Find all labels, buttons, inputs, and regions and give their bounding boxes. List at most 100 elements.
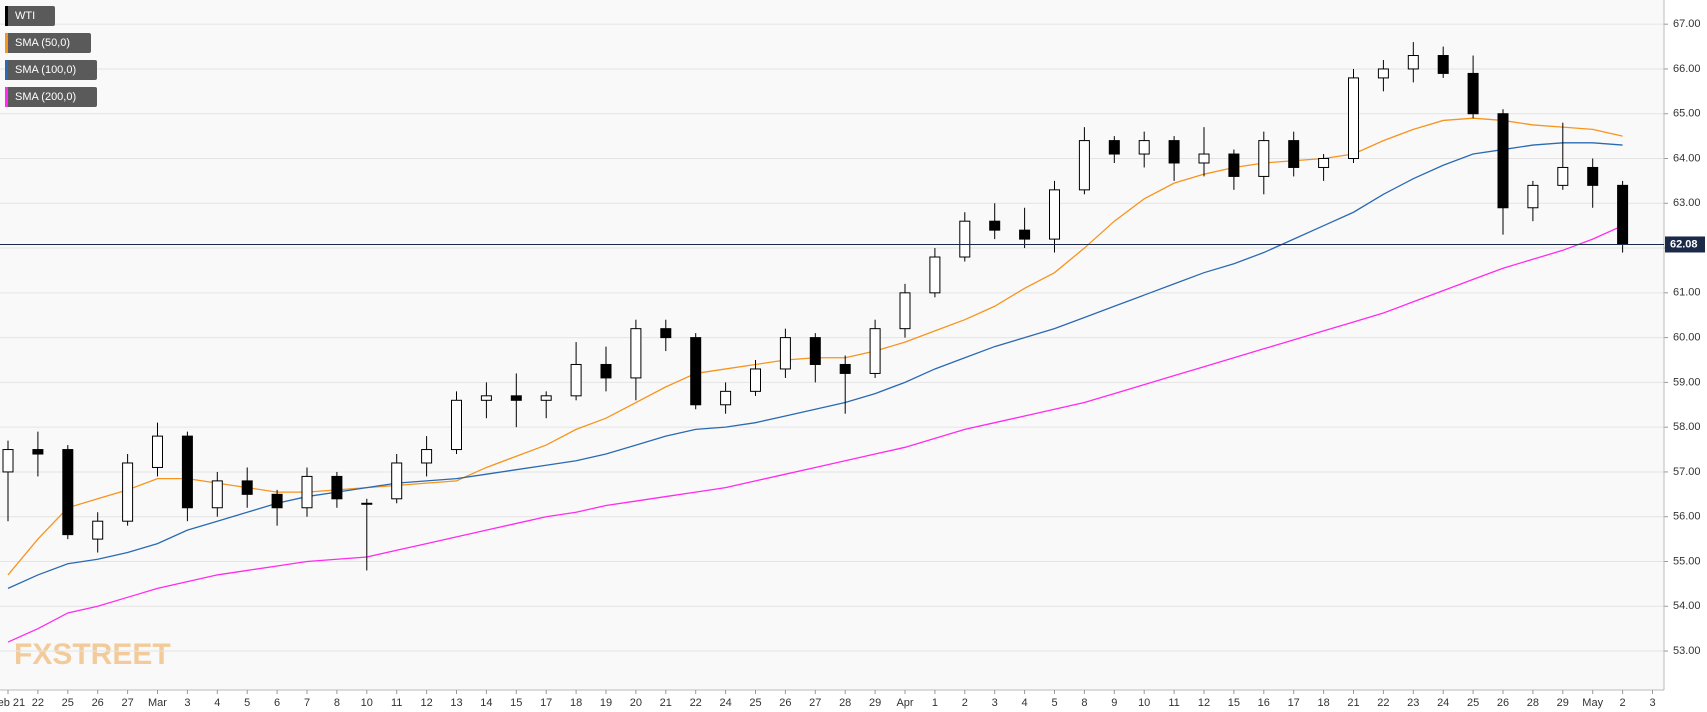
- x-tick-label: 18: [570, 697, 582, 709]
- candle-body: [600, 363, 612, 379]
- candle-body: [451, 399, 462, 451]
- x-tick-label: 5: [244, 697, 250, 709]
- x-tick-label: 21: [660, 697, 672, 709]
- candle-body: [1078, 140, 1090, 191]
- x-tick-label: 24: [719, 697, 731, 709]
- legend-swatch: [5, 87, 8, 107]
- x-tick-label: 12: [1198, 697, 1210, 709]
- x-tick-label: 13: [450, 697, 462, 709]
- x-tick-label: 6: [274, 697, 280, 709]
- candle-body: [660, 328, 672, 339]
- candle-body: [1198, 153, 1210, 164]
- x-tick-label: 21: [1347, 697, 1359, 709]
- x-tick-label: 29: [1557, 697, 1569, 709]
- candle-body: [1288, 140, 1300, 168]
- x-tick-label: 10: [361, 697, 373, 709]
- candle-body: [1049, 189, 1060, 240]
- y-tick-label: 61.00: [1673, 287, 1701, 299]
- candle-body: [809, 337, 821, 365]
- y-tick-label: 54.00: [1673, 600, 1701, 612]
- x-tick-label: 8: [334, 697, 340, 709]
- y-tick-label: 63.00: [1673, 197, 1701, 209]
- candle-body: [1318, 158, 1330, 168]
- x-tick-label: 7: [304, 697, 310, 709]
- candle-body: [899, 292, 911, 330]
- x-tick-label: 17: [1288, 697, 1300, 709]
- candle-body: [2, 449, 14, 473]
- x-tick-label: 27: [121, 697, 133, 709]
- x-tick-label: 2: [1620, 697, 1626, 709]
- x-tick-label: May: [1582, 697, 1603, 709]
- x-tick-label: 4: [214, 697, 220, 709]
- x-tick-label: 26: [1497, 697, 1509, 709]
- candle-body: [1019, 229, 1031, 240]
- x-tick-label: 19: [600, 697, 612, 709]
- candle-body: [1168, 140, 1180, 164]
- candle-body: [92, 520, 104, 540]
- x-tick-label: 11: [391, 697, 402, 709]
- candle-body: [152, 435, 163, 468]
- x-tick-label: 3: [1649, 697, 1655, 709]
- x-tick-label: 4: [1022, 697, 1028, 709]
- x-tick-label: 14: [480, 697, 492, 709]
- plot-area: [0, 0, 1664, 690]
- x-tick-label: 26: [779, 697, 791, 709]
- candle-body: [1557, 166, 1569, 186]
- candle-body: [929, 256, 941, 294]
- y-tick-label: 60.00: [1673, 332, 1701, 344]
- candle-body: [391, 462, 403, 500]
- x-tick-label: 18: [1317, 697, 1329, 709]
- candle-body: [869, 328, 881, 374]
- x-tick-label: 22: [32, 697, 44, 709]
- candle-body: [361, 502, 373, 505]
- legend-box: [5, 33, 91, 53]
- candle-body: [271, 493, 283, 509]
- y-tick-label: 55.00: [1673, 555, 1701, 567]
- x-tick-label: 22: [1377, 697, 1389, 709]
- legend-label: SMA (200,0): [15, 91, 76, 103]
- legend-box: [5, 6, 55, 26]
- candle-body: [1407, 55, 1419, 70]
- x-tick-label: 22: [690, 697, 702, 709]
- candle-body: [1108, 140, 1120, 155]
- candle-body: [839, 363, 851, 374]
- x-tick-label: 2: [962, 697, 968, 709]
- y-tick-label: 56.00: [1673, 511, 1701, 523]
- sma-line: [7, 225, 1623, 643]
- candle-body: [720, 390, 732, 406]
- candle-body: [1377, 68, 1389, 79]
- x-tick-label: Apr: [896, 697, 913, 709]
- candle-body: [1587, 166, 1599, 186]
- candle-body: [1437, 55, 1449, 74]
- legend-swatch: [5, 33, 8, 53]
- candle-body: [1258, 140, 1270, 177]
- y-tick-label: 64.00: [1673, 152, 1701, 164]
- y-tick-label: 57.00: [1673, 466, 1701, 478]
- x-tick-label: 25: [1467, 697, 1479, 709]
- candle-body: [32, 449, 44, 455]
- candle-body: [1467, 72, 1479, 115]
- price-tag-label: 62.08: [1670, 238, 1698, 250]
- x-tick-label: Feb 21: [0, 697, 25, 709]
- candle-body: [241, 480, 253, 495]
- x-tick-label: 29: [869, 697, 881, 709]
- legend-label: SMA (100,0): [15, 64, 76, 76]
- candle-body: [62, 449, 74, 536]
- legend-swatch: [5, 60, 8, 80]
- x-tick-label: 15: [510, 697, 522, 709]
- y-tick-label: 58.00: [1673, 421, 1701, 433]
- y-tick-label: 65.00: [1673, 108, 1701, 120]
- x-tick-label: Mar: [148, 697, 167, 709]
- watermark: FXSTREET: [14, 638, 171, 671]
- legend-label: SMA (50,0): [15, 37, 70, 49]
- candle-body: [630, 328, 642, 379]
- x-tick-label: 11: [1168, 697, 1179, 709]
- legend-box: [5, 60, 97, 80]
- candle-body: [181, 435, 193, 509]
- legend-swatch: [5, 6, 8, 26]
- x-tick-label: 28: [839, 697, 851, 709]
- y-tick-label: 53.00: [1673, 645, 1701, 657]
- candle-body: [480, 395, 492, 401]
- y-tick-label: 66.00: [1673, 63, 1701, 75]
